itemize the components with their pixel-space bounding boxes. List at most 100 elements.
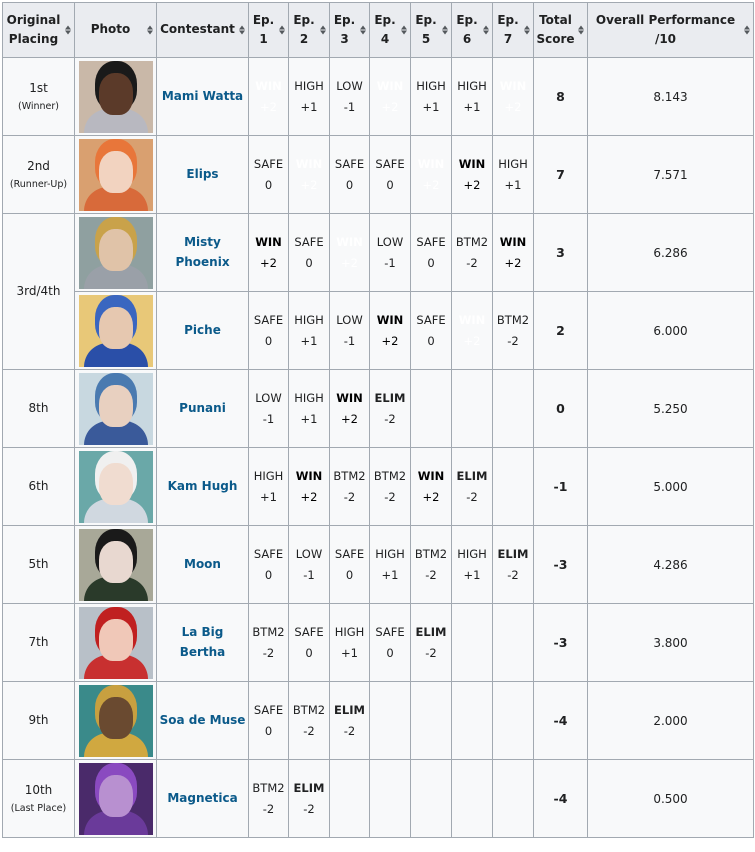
col-header-photo[interactable]: Photo	[74, 2, 157, 58]
episode-result: WIN	[255, 235, 282, 250]
contestant-name-link[interactable]: Mami Watta	[156, 57, 249, 136]
header-ep-label: Ep.	[374, 12, 396, 27]
episode-points: +1	[504, 177, 522, 192]
contestant-photo[interactable]	[78, 60, 153, 133]
episode-points: -2	[507, 567, 519, 582]
contestant-name-link[interactable]: Misty Phoenix	[156, 213, 249, 292]
episode-result: HIGH	[294, 313, 324, 328]
sort-icon[interactable]	[578, 25, 584, 35]
placing-value: 2nd	[27, 159, 50, 174]
total-score: -1	[553, 479, 568, 494]
episode-points: 0	[345, 177, 354, 192]
table-row: Piche SAFE 0 HIGH +1 LOW -1 WIN +2 SAFE 0 WIN +2 BTM2…	[3, 291, 754, 370]
col-header-contestant[interactable]: Contestant	[156, 2, 249, 58]
sort-icon[interactable]	[483, 25, 489, 35]
episode-result: SAFE	[294, 235, 324, 250]
total-score: -3	[553, 635, 568, 650]
episode-result-cell: SAFE 0	[329, 135, 370, 214]
table-row: 6th Kam Hugh HIGH +1 WIN +2 BTM2 -2 BTM2 -2 WIN +2 E…	[2, 447, 754, 526]
photo-cell	[74, 57, 157, 136]
episode-result: SAFE	[253, 703, 284, 718]
col-header-placing[interactable]: Original Placing	[2, 2, 75, 58]
col-header-ep3[interactable]: Ep. 3	[329, 2, 370, 58]
episode-result-cell: ELIM -2	[369, 369, 411, 448]
episode-points: +1	[381, 567, 399, 582]
header-placing-line2: Placing	[8, 32, 59, 46]
episode-result: BTM2	[333, 469, 366, 484]
sort-icon[interactable]	[147, 25, 153, 35]
col-header-ep4[interactable]: Ep. 4	[369, 2, 411, 58]
contestant-name: Kam Hugh	[167, 478, 238, 493]
episode-result-cell: BTM2 -2	[248, 603, 289, 682]
sort-icon[interactable]	[524, 25, 530, 35]
episode-result-cell: SAFE 0	[369, 603, 411, 682]
col-header-total[interactable]: Total Score	[533, 2, 588, 58]
contestant-photo[interactable]	[78, 606, 153, 679]
col-header-ep6[interactable]: Ep. 6	[451, 2, 493, 58]
col-header-ep1[interactable]: Ep. 1	[248, 2, 289, 58]
sort-icon[interactable]	[744, 25, 750, 35]
sort-icon[interactable]	[360, 25, 366, 35]
contestant-photo[interactable]	[78, 138, 153, 211]
photo-cell	[74, 759, 157, 838]
performance-score: 4.286	[653, 557, 688, 572]
header-contestant: Contestant	[160, 22, 235, 37]
total-score-cell: 8	[533, 57, 588, 136]
contestant-photo[interactable]	[78, 216, 153, 289]
episode-result-cell: BTM2 -2	[492, 291, 534, 370]
photo-head	[98, 462, 133, 505]
contestant-photo[interactable]	[78, 294, 153, 367]
contestant-photo[interactable]	[78, 528, 153, 601]
header-placing-line1: Original	[6, 12, 61, 27]
episode-result-cell: BTM2 -2	[329, 447, 370, 526]
episode-result-cell: WIN +2	[329, 369, 370, 448]
header-ep-label: Ep.	[456, 12, 478, 27]
episode-result-cell: SAFE 0	[410, 291, 452, 370]
sort-icon[interactable]	[320, 25, 326, 35]
col-header-ep7[interactable]: Ep. 7	[492, 2, 534, 58]
sort-icon[interactable]	[442, 25, 448, 35]
episode-result: BTM2	[373, 469, 407, 484]
contestant-photo[interactable]	[78, 450, 153, 523]
header-ep-number: 1	[259, 32, 268, 46]
contestant-name-link[interactable]: Kam Hugh	[156, 447, 249, 526]
episode-result: WIN	[376, 313, 404, 328]
episode-result: BTM2	[252, 625, 285, 640]
episode-points: -2	[384, 411, 396, 426]
sort-icon[interactable]	[239, 25, 245, 35]
episode-result: HIGH	[457, 547, 487, 562]
episode-points: 0	[305, 255, 313, 270]
sort-icon[interactable]	[279, 25, 285, 35]
performance-cell: 5.000	[587, 447, 754, 526]
contestant-photo[interactable]	[78, 762, 153, 835]
contestant-name-link[interactable]: Piche	[156, 291, 249, 370]
contestant-name-link[interactable]: Elips	[156, 135, 249, 214]
episode-points: +2	[260, 99, 277, 114]
photo-cell	[74, 447, 157, 526]
episode-result-cell: SAFE 0	[369, 135, 411, 214]
col-header-ep2[interactable]: Ep. 2	[288, 2, 330, 58]
sort-icon[interactable]	[401, 25, 407, 35]
episode-result: WIN	[336, 391, 363, 406]
total-score: -4	[553, 791, 568, 806]
contestant-photo[interactable]	[78, 372, 153, 445]
photo-head	[98, 72, 133, 115]
sort-icon[interactable]	[65, 25, 71, 35]
contestant-name-link[interactable]: Punani	[156, 369, 249, 448]
contestant-name-link[interactable]: Soa de Muse	[156, 681, 249, 760]
contestant-photo[interactable]	[78, 684, 153, 757]
episode-result: BTM2	[414, 547, 448, 562]
episode-result: ELIM	[293, 781, 325, 796]
col-header-performance[interactable]: Overall Performance /10	[587, 2, 754, 58]
contestant-name-link[interactable]: Magnetica	[156, 759, 249, 838]
placing-note: (Runner-Up)	[9, 178, 68, 190]
header-ep-number: 5	[421, 32, 431, 46]
episode-points: -2	[262, 645, 275, 660]
contestant-name-link[interactable]: La Big Bertha	[156, 603, 249, 682]
episode-points: 0	[427, 333, 435, 348]
total-score-cell: -1	[533, 447, 588, 526]
total-score-cell: 3	[533, 213, 588, 292]
col-header-ep5[interactable]: Ep. 5	[410, 2, 452, 58]
header-performance: Overall Performance /10	[595, 12, 736, 46]
contestant-name-link[interactable]: Moon	[156, 525, 249, 604]
